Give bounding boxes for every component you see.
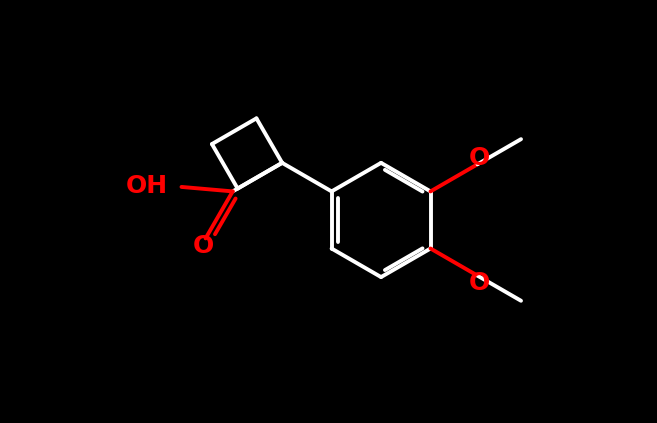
Text: OH: OH bbox=[126, 174, 168, 198]
Text: O: O bbox=[469, 271, 490, 295]
Text: O: O bbox=[193, 234, 214, 258]
Text: O: O bbox=[469, 146, 490, 170]
